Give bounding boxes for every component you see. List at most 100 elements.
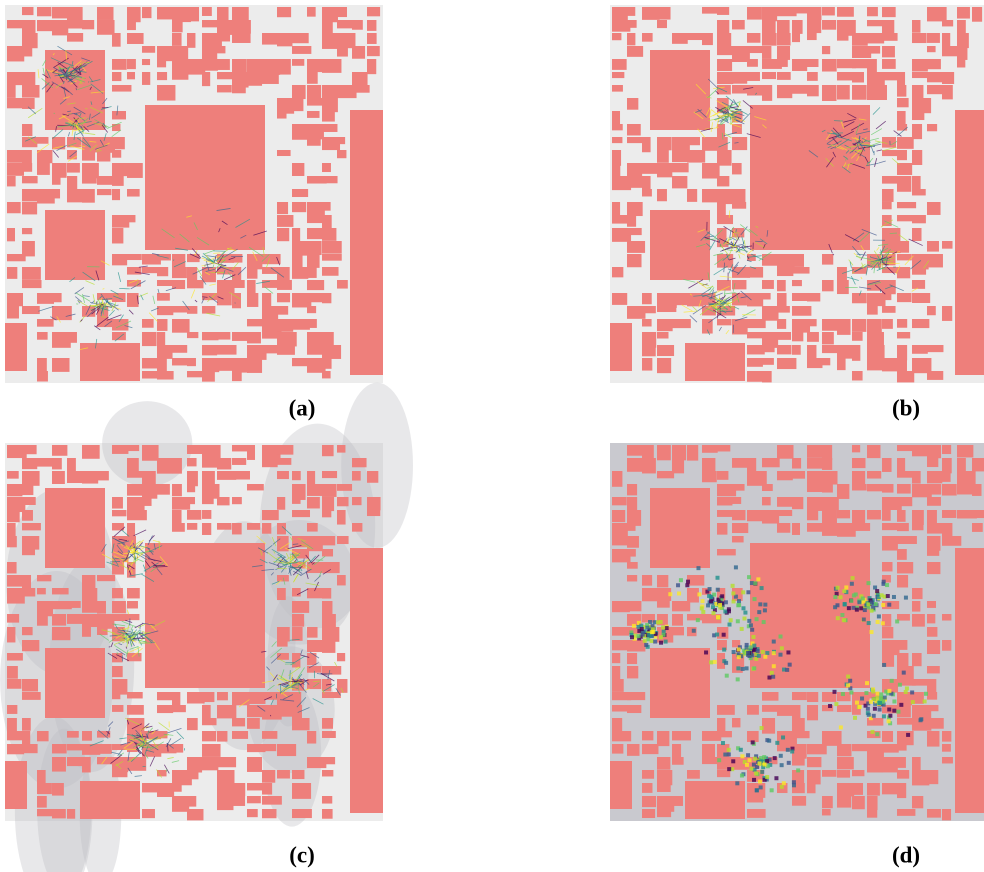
macro-block xyxy=(627,46,643,57)
macro-block xyxy=(187,796,196,807)
macro-block xyxy=(187,484,195,492)
macro-block xyxy=(22,228,32,234)
macro-block xyxy=(762,497,771,505)
macro-block xyxy=(67,33,83,42)
cell-cluster xyxy=(745,666,749,670)
macro-block xyxy=(942,46,958,56)
cell-cluster xyxy=(759,785,763,789)
macro-block xyxy=(7,575,24,587)
macro-block xyxy=(882,306,896,313)
macro-block xyxy=(650,50,710,130)
cell-cluster xyxy=(706,603,710,607)
macro-block xyxy=(897,319,907,328)
macro-block xyxy=(882,757,898,772)
macro-block xyxy=(292,770,304,779)
macro-block xyxy=(322,562,340,573)
macro-block xyxy=(307,484,325,496)
macro-block xyxy=(942,640,951,651)
macro-block xyxy=(807,783,816,793)
macro-block xyxy=(127,653,142,661)
macro-block xyxy=(912,345,928,354)
macro-block xyxy=(82,627,91,637)
macro-block xyxy=(912,614,925,627)
macro-block xyxy=(777,33,791,45)
macro-block xyxy=(262,523,271,534)
macro-block xyxy=(277,33,292,46)
macro-block xyxy=(217,757,236,767)
macro-block xyxy=(45,50,105,130)
cell-cluster xyxy=(848,679,852,683)
macro-block xyxy=(792,497,803,509)
cell-cluster xyxy=(746,651,750,655)
macro-block xyxy=(837,783,854,796)
cell-cluster xyxy=(697,592,701,596)
placement-panel xyxy=(0,383,413,872)
macro-block xyxy=(232,33,251,43)
macro-block xyxy=(777,254,795,268)
macro-block xyxy=(942,523,952,537)
macro-block xyxy=(687,770,700,779)
macro-block xyxy=(277,497,285,510)
macro-block xyxy=(867,332,884,346)
macro-block xyxy=(777,319,786,329)
macro-block xyxy=(45,648,105,718)
macro-block xyxy=(972,484,982,496)
cell-cluster xyxy=(775,741,779,745)
macro-block xyxy=(82,20,94,29)
cell-cluster xyxy=(785,668,789,672)
macro-block xyxy=(172,33,182,46)
macro-block xyxy=(277,445,293,455)
macro-block xyxy=(22,510,33,521)
cell-cluster xyxy=(732,599,736,603)
macro-block xyxy=(627,692,645,700)
macro-block xyxy=(897,744,907,751)
cell-cluster xyxy=(762,620,766,624)
macro-block xyxy=(627,137,644,143)
macro-block xyxy=(337,497,349,506)
macro-block xyxy=(627,536,639,548)
cell-cluster xyxy=(737,599,741,603)
macro-block xyxy=(882,202,892,209)
macro-block xyxy=(37,783,52,794)
macro-block xyxy=(927,497,941,506)
macro-block xyxy=(217,783,233,797)
cell-cluster xyxy=(898,683,902,687)
cell-cluster xyxy=(696,618,700,622)
macro-block xyxy=(927,33,940,43)
macro-block xyxy=(627,549,636,557)
macro-block xyxy=(52,293,62,302)
cell-cluster xyxy=(875,732,879,736)
macro-block xyxy=(927,731,939,747)
cell-cluster xyxy=(886,594,890,598)
cell-cluster xyxy=(779,754,783,758)
macro-block xyxy=(927,7,947,21)
macro-block xyxy=(97,7,113,20)
macro-block xyxy=(202,371,215,382)
macro-block xyxy=(882,33,898,41)
macro-block xyxy=(127,189,140,197)
macro-block xyxy=(807,20,821,33)
macro-block xyxy=(717,46,733,55)
cell-cluster xyxy=(869,700,873,704)
cell-cluster xyxy=(778,653,782,657)
macro-block xyxy=(322,293,331,303)
cell-cluster xyxy=(696,566,700,570)
cell-cluster xyxy=(727,748,731,752)
macro-block xyxy=(322,215,332,230)
macro-block xyxy=(717,510,733,517)
macro-block xyxy=(82,189,95,203)
macro-block xyxy=(202,692,214,702)
macro-block xyxy=(82,757,91,772)
cell-cluster xyxy=(763,608,767,612)
macro-block xyxy=(687,614,704,620)
macro-block xyxy=(52,757,66,772)
macro-block xyxy=(127,614,139,620)
macro-block xyxy=(322,241,342,254)
macro-block xyxy=(247,59,263,72)
cell-cluster xyxy=(731,591,735,595)
macro-block xyxy=(142,445,159,461)
macro-block xyxy=(127,523,135,537)
macro-block xyxy=(22,7,33,15)
macro-block xyxy=(22,627,33,635)
macro-block xyxy=(322,371,331,378)
